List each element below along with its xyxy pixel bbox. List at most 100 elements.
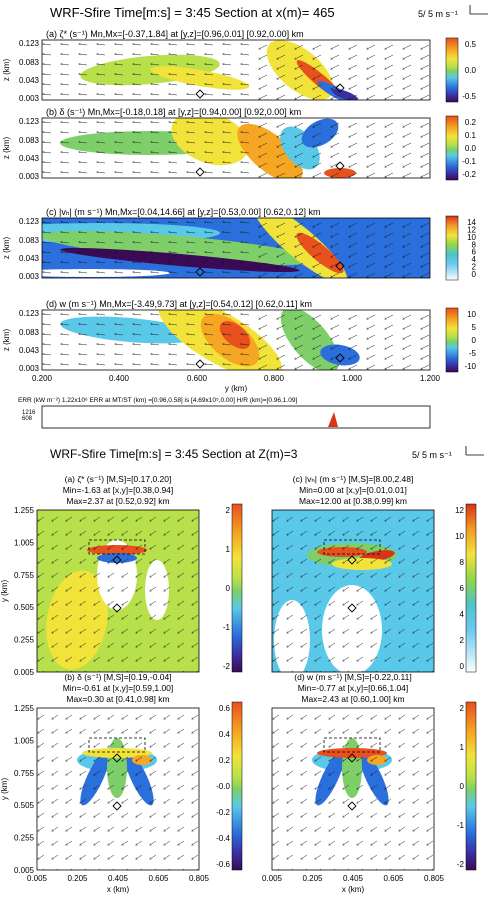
vector-arrow — [108, 600, 115, 605]
vector-arrow — [241, 44, 250, 46]
vector-arrow — [187, 152, 196, 154]
vector-arrow — [192, 728, 199, 733]
vector-arrow — [164, 756, 171, 761]
vector-arrow — [38, 854, 45, 859]
vector-arrow — [38, 642, 45, 647]
vector-arrow — [108, 656, 115, 661]
vector-arrow — [97, 252, 106, 254]
panel-min: Min=0.00 at [x,y]=[0.01,0.01] — [299, 485, 407, 495]
top-scale-label: 5/ 5 m s⁻¹ — [418, 9, 458, 19]
panel-top-b — [42, 118, 430, 178]
vector-arrow — [97, 364, 106, 366]
vector-arrow — [136, 586, 143, 591]
vector-arrow — [150, 826, 157, 831]
vector-arrow — [259, 172, 268, 177]
vector-arrow — [367, 84, 376, 89]
vector-arrow — [385, 756, 392, 761]
vector-arrow — [192, 826, 199, 831]
vector-arrow — [178, 784, 185, 789]
vector-arrow — [178, 572, 185, 577]
vector-arrow — [150, 600, 157, 605]
vector-arrow — [79, 364, 88, 366]
vector-arrow — [287, 714, 294, 719]
vector-arrow — [287, 826, 294, 831]
panel-top-a — [42, 40, 430, 100]
vector-arrow — [80, 572, 87, 577]
vector-arrow — [97, 354, 106, 356]
vector-arrow — [38, 770, 45, 775]
vector-arrow — [331, 354, 340, 359]
panel-frame — [41, 309, 431, 371]
y-tick-label: 0.003 — [19, 364, 40, 373]
vector-arrow — [427, 656, 434, 661]
vector-arrow — [313, 152, 322, 157]
vector-arrow — [273, 840, 280, 845]
vector-arrow — [223, 314, 232, 316]
vector-arrow — [385, 628, 392, 633]
vector-arrow — [399, 742, 406, 747]
vector-arrow — [223, 364, 232, 366]
vector-arrow — [315, 614, 322, 619]
vector-arrow — [331, 172, 340, 177]
vector-arrow — [192, 742, 199, 747]
vector-arrow — [108, 742, 115, 747]
vector-arrow — [343, 812, 350, 817]
vector-arrow — [329, 530, 336, 535]
vector-arrow — [151, 324, 160, 326]
vector-arrow — [94, 614, 101, 619]
vector-arrow — [241, 64, 250, 66]
y-tick-label: 0.003 — [19, 272, 40, 281]
vector-arrow — [151, 94, 160, 96]
vector-arrow — [187, 232, 196, 234]
vector-arrow — [133, 142, 142, 144]
vector-arrow — [94, 812, 101, 817]
vector-arrow — [151, 122, 160, 124]
x-tick-label: 0.005 — [262, 874, 283, 883]
vector-arrow — [223, 354, 232, 356]
vector-arrow — [205, 262, 214, 264]
vector-arrow — [192, 530, 199, 535]
vector-arrow — [295, 64, 304, 69]
vector-arrow — [61, 222, 70, 224]
vector-arrow — [151, 364, 160, 366]
vector-arrow — [150, 516, 157, 521]
vector-arrow — [343, 530, 350, 535]
vector-arrow — [313, 54, 322, 59]
vector-arrow — [79, 334, 88, 336]
vector-arrow — [241, 242, 250, 244]
vector-arrow — [115, 262, 124, 264]
vector-arrow — [164, 628, 171, 633]
vector-arrow — [287, 530, 294, 535]
panel-top-d — [42, 310, 430, 370]
vector-arrow — [205, 162, 214, 164]
vector-arrow — [273, 572, 280, 577]
vector-arrow — [315, 728, 322, 733]
vector-arrow — [192, 572, 199, 577]
vector-arrow — [151, 262, 160, 264]
vector-arrow — [151, 232, 160, 234]
vector-arrow — [427, 728, 434, 733]
vector-arrow — [295, 242, 304, 247]
vector-arrow — [241, 74, 250, 76]
vector-arrow — [259, 84, 268, 89]
vector-arrow — [43, 364, 52, 366]
vector-arrow — [357, 656, 364, 661]
vector-arrow — [94, 770, 101, 775]
colorbar-tick-label: -2 — [457, 860, 465, 869]
fire-perimeter — [323, 539, 381, 555]
vector-arrow — [315, 628, 322, 633]
colorbar-tick-label: -0.6 — [216, 860, 230, 869]
vector-arrow — [43, 54, 52, 56]
vector-arrow — [331, 222, 340, 227]
vector-arrow — [97, 54, 106, 56]
vector-arrow — [223, 232, 232, 234]
vector-arrow — [164, 840, 171, 845]
vector-arrow — [150, 840, 157, 845]
vector-arrow — [136, 784, 143, 789]
vector-arrow — [43, 162, 52, 164]
vector-arrow — [61, 84, 70, 86]
vector-arrow — [205, 152, 214, 154]
vector-arrow — [313, 242, 322, 247]
vector-arrow — [164, 516, 171, 521]
